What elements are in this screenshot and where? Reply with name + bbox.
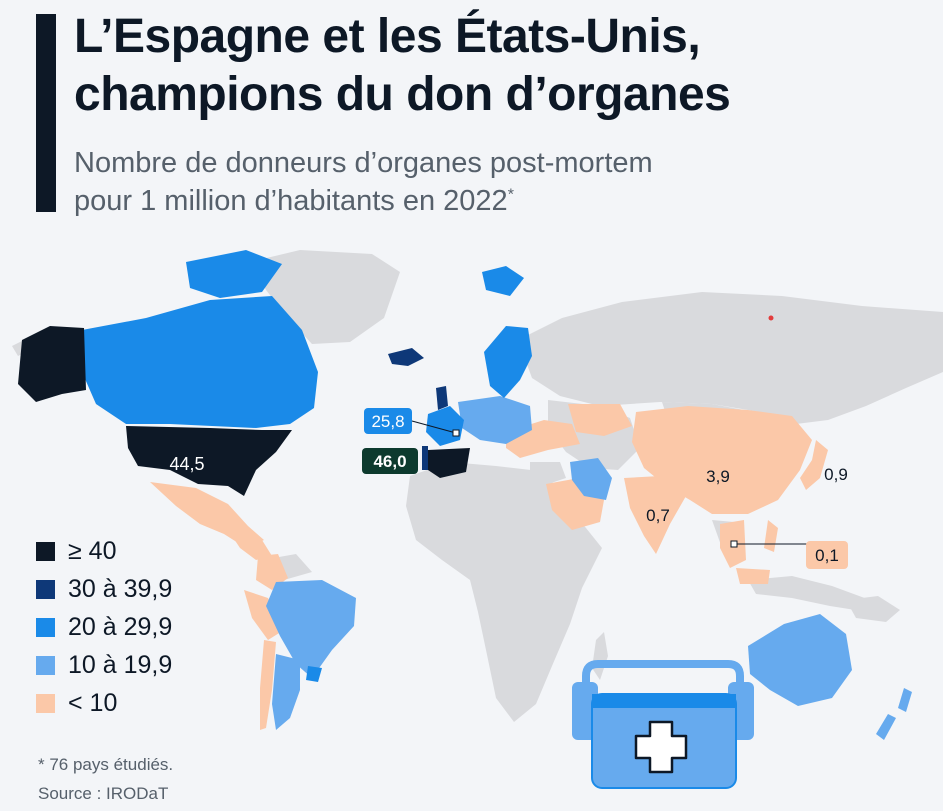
legend-swatch	[36, 617, 55, 637]
philippines	[764, 520, 778, 552]
uk	[436, 386, 448, 410]
label-france: 25,8	[371, 412, 404, 431]
russia	[518, 292, 943, 424]
vietnam-marker	[730, 540, 738, 548]
label-spain-box	[362, 448, 418, 474]
chile	[260, 640, 276, 730]
png	[846, 596, 900, 622]
lt10-regions	[150, 404, 828, 730]
subtitle-line-2: pour 1 million d’habitants en 2022*	[74, 182, 653, 220]
argentina	[272, 654, 300, 730]
subtitle-line-1: Nombre de donneurs d’organes post-mortem	[74, 147, 653, 179]
legend-item-10-19: 10 à 19,9	[36, 646, 172, 684]
kazakhstan-peach	[568, 404, 632, 436]
footnote: * 76 pays étudiés. Source : IRODaT	[38, 750, 173, 808]
label-india: 0,7	[646, 506, 670, 525]
peru	[244, 590, 284, 640]
malaysia	[736, 568, 770, 584]
china	[632, 406, 812, 514]
madagascar	[592, 632, 608, 680]
legend-swatch	[36, 541, 55, 561]
label-china: 3,9	[706, 467, 730, 486]
canada-arctic-islands	[186, 250, 282, 298]
middle-east-grey	[530, 462, 566, 484]
legend-label: < 10	[68, 688, 118, 717]
label-vietnam: 0,1	[815, 546, 839, 565]
chart-subtitle: Nombre de donneurs d’organes post-mortem…	[74, 144, 653, 220]
label-usa: 44,5	[169, 454, 204, 474]
scandinavia	[484, 326, 532, 398]
legend-label: ≥ 40	[68, 536, 117, 565]
canada	[82, 296, 318, 428]
brazil	[266, 580, 356, 678]
mexico	[150, 482, 264, 548]
map-legend: ≥ 40 30 à 39,9 20 à 29,9 10 à 19,9 < 10	[36, 532, 172, 722]
svalbard	[482, 266, 524, 296]
alaska	[18, 326, 86, 402]
legend-item-30-39: 30 à 39,9	[36, 570, 172, 608]
medical-cooler-icon	[572, 660, 754, 789]
footnote-source: Source : IRODaT	[38, 784, 169, 803]
chart-title: L’Espagne et les États-Unis, champions d…	[74, 8, 731, 124]
title-line-1: L’Espagne et les États-Unis,	[74, 10, 701, 63]
uruguay	[306, 666, 322, 682]
legend-swatch	[36, 693, 55, 713]
label-spain: 46,0	[373, 452, 406, 471]
legend-item-20-29: 20 à 29,9	[36, 608, 172, 646]
map-marker-dot	[768, 315, 774, 321]
france-marker	[452, 429, 460, 437]
spain	[428, 448, 470, 478]
legend-label: 20 à 29,9	[68, 612, 173, 641]
greenland	[250, 250, 400, 344]
india	[624, 476, 686, 554]
subtitle-line-2-text: pour 1 million d’habitants en 2022	[74, 185, 508, 217]
japan	[800, 440, 828, 490]
legend-item-lt10: < 10	[36, 684, 172, 722]
iran	[570, 458, 612, 500]
new-zealand-south	[876, 714, 896, 740]
c30-39-regions	[388, 348, 448, 470]
portugal-belgium	[422, 446, 428, 470]
europe-central	[458, 396, 532, 444]
legend-label: 10 à 19,9	[68, 650, 173, 679]
france-connector	[411, 420, 457, 434]
usa	[126, 426, 292, 496]
australia	[748, 614, 852, 706]
c20-29-regions	[82, 250, 532, 682]
iceland	[388, 348, 424, 366]
title-line-2: champions du don d’organes	[74, 68, 731, 121]
label-vietnam-box	[806, 541, 848, 569]
legend-label: 30 à 39,9	[68, 574, 173, 603]
ge40-regions	[18, 326, 470, 496]
legend-swatch	[36, 579, 55, 599]
legend-swatch	[36, 655, 55, 675]
footnote-note: * 76 pays étudiés.	[38, 755, 174, 774]
indonesia-grey	[748, 576, 870, 612]
title-accent-bar	[36, 14, 56, 212]
subtitle-footnote-mark: *	[507, 186, 514, 204]
new-zealand	[898, 688, 912, 712]
colombia	[256, 554, 288, 590]
legend-item-ge40: ≥ 40	[36, 532, 172, 570]
label-japan: 0,9	[824, 465, 848, 484]
africa	[406, 462, 602, 722]
central-america	[232, 536, 272, 560]
c10-19-regions	[266, 396, 912, 740]
label-france-box	[364, 408, 412, 434]
